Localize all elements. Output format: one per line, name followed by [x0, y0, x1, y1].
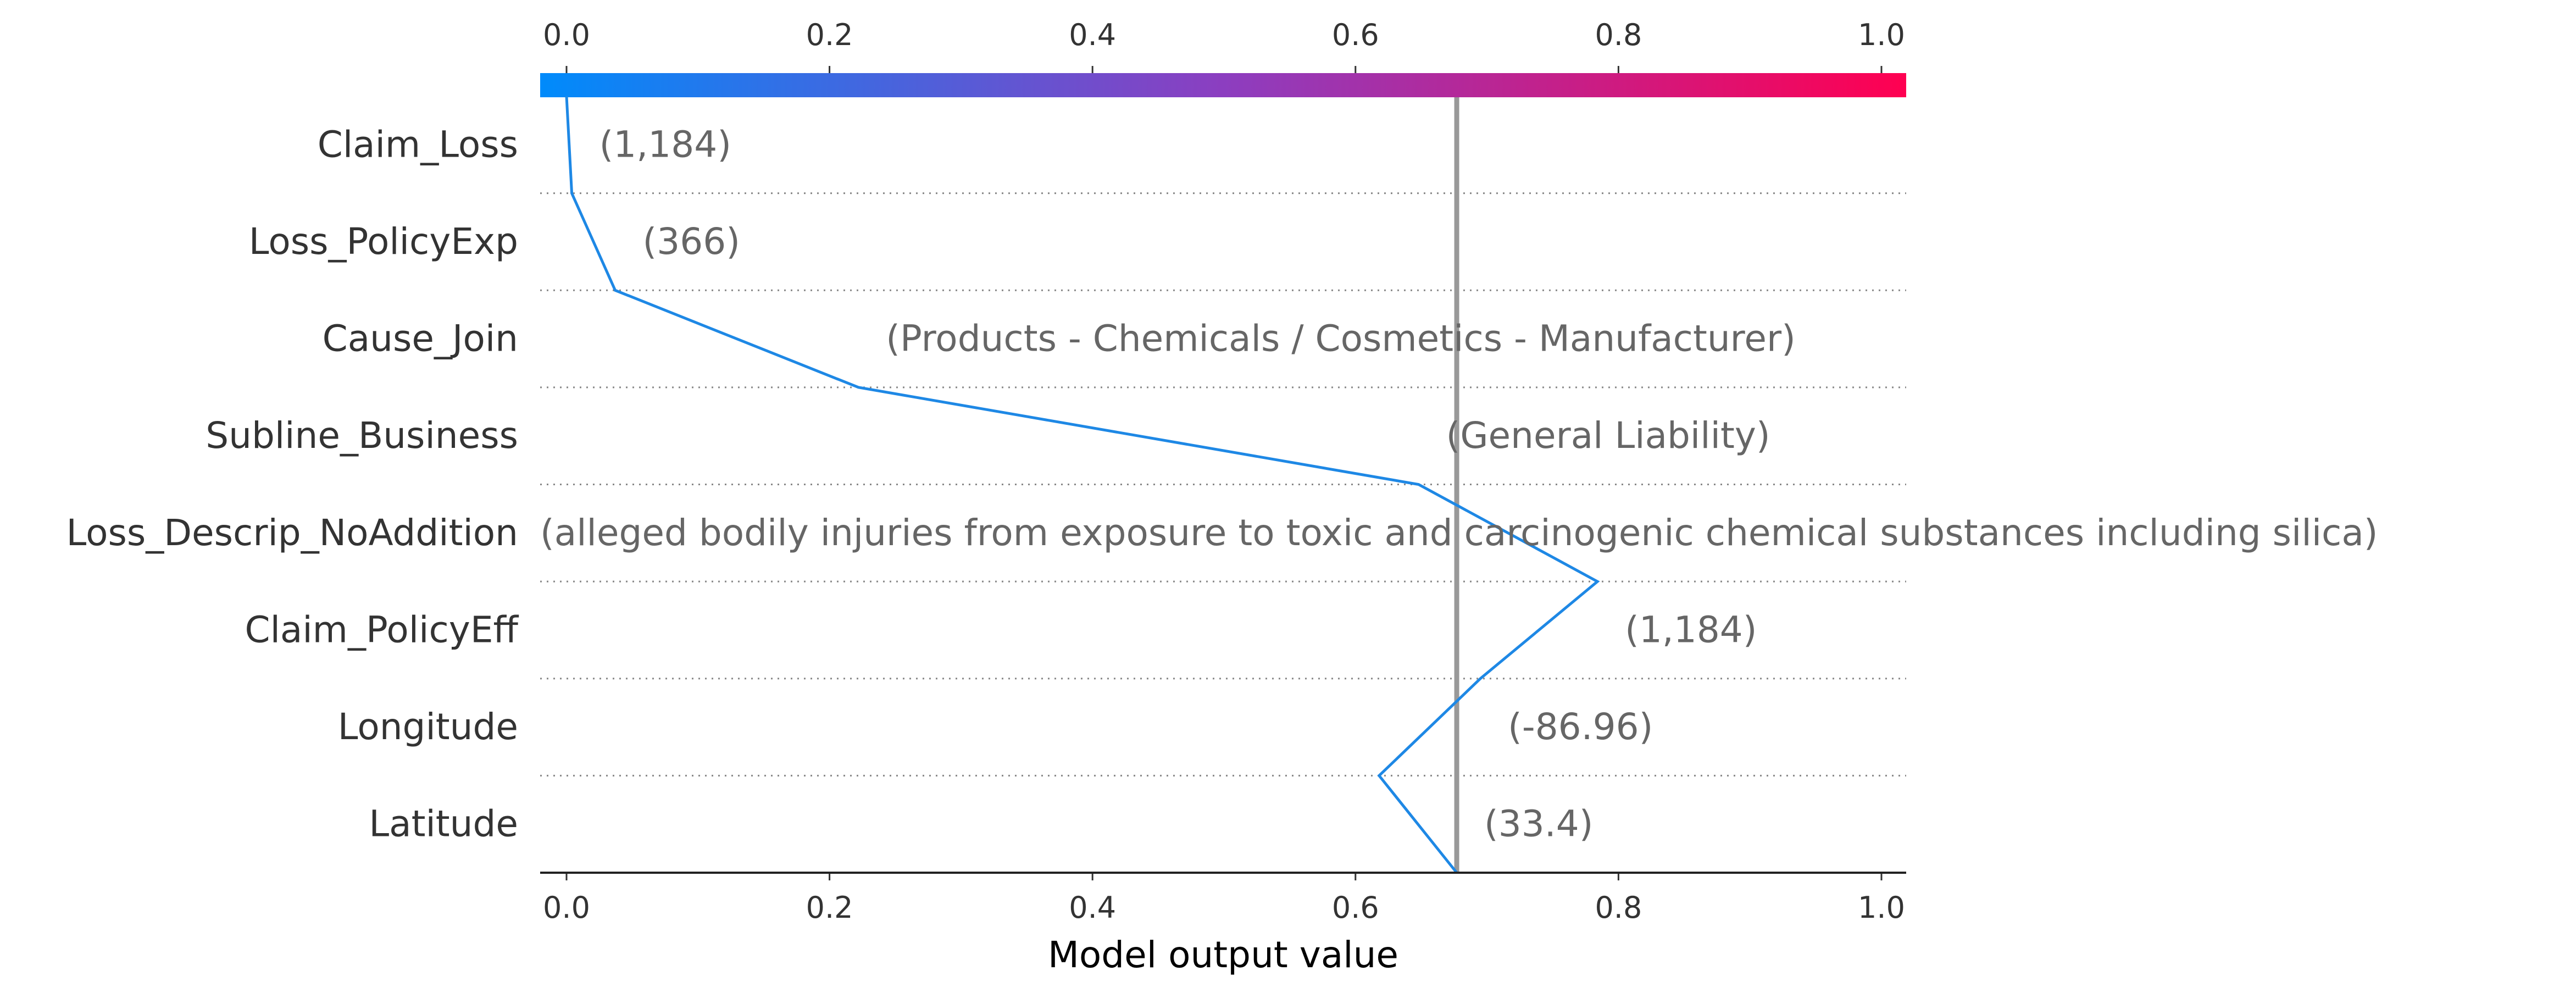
feature-name: Cause_Join — [323, 318, 518, 360]
feature-value: (1,184) — [599, 123, 731, 165]
feature-value: (366) — [643, 220, 740, 263]
feature-name: Longitude — [338, 706, 518, 748]
feature-value: (33.4) — [1484, 803, 1593, 845]
bottom-tick-label: 0.6 — [1332, 890, 1379, 925]
x-axis-title: Model output value — [1048, 934, 1398, 976]
feature-value: (Products - Chemicals / Cosmetics - Manu… — [886, 318, 1796, 360]
feature-value: (alleged bodily injuries from exposure t… — [540, 512, 2378, 554]
feature-name: Subline_Business — [206, 414, 518, 457]
feature-name: Claim_Loss — [318, 123, 518, 165]
top-tick-label: 0.6 — [1332, 18, 1379, 52]
decision-path-line — [565, 96, 1600, 874]
bottom-tick-label: 0.4 — [1069, 890, 1116, 925]
top-tick-label: 0.2 — [806, 18, 853, 52]
feature-value: (General Liability) — [1446, 414, 1770, 457]
top-tick-label: 0.0 — [543, 18, 590, 52]
bottom-tick-label: 0.0 — [543, 890, 590, 925]
feature-name: Latitude — [369, 803, 518, 845]
top-tick-label: 0.8 — [1595, 18, 1642, 52]
feature-name: Claim_PolicyEff — [245, 608, 519, 651]
bottom-tick-label: 1.0 — [1858, 890, 1905, 925]
bottom-tick-label: 0.2 — [806, 890, 853, 925]
feature-value: (-86.96) — [1508, 706, 1653, 748]
feature-name: Loss_Descrip_NoAddition — [66, 512, 518, 554]
feature-name: Loss_PolicyExp — [249, 220, 518, 263]
feature-value: (1,184) — [1625, 608, 1757, 651]
bottom-tick-label: 0.8 — [1595, 890, 1642, 925]
top-tick-label: 0.4 — [1069, 18, 1116, 52]
top-tick-label: 1.0 — [1858, 18, 1905, 52]
colorbar — [540, 73, 1906, 97]
